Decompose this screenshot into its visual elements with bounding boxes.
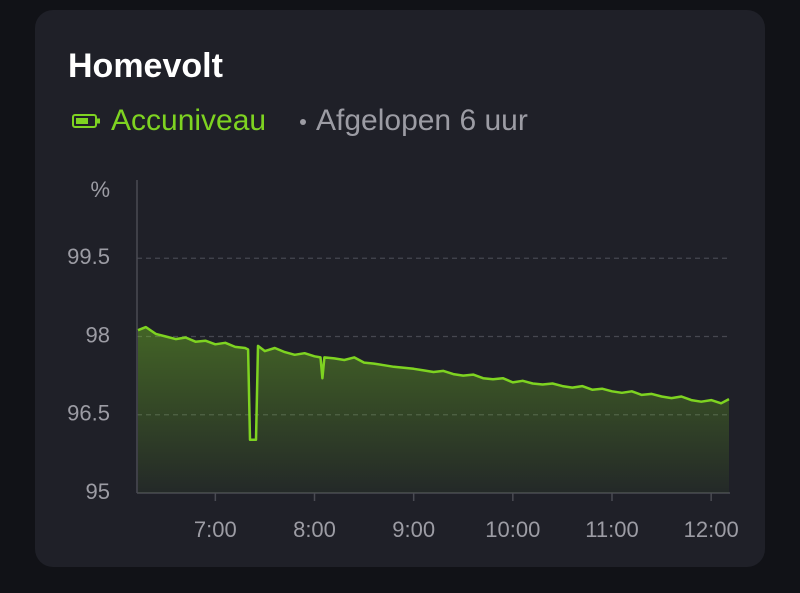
battery-icon (72, 114, 100, 128)
data-line (137, 325, 730, 442)
area-fill (138, 327, 729, 493)
y-tick-label: 98 (86, 322, 110, 347)
y-tick-label: 96.5 (67, 401, 110, 426)
entity-name[interactable]: Accuniveau (111, 104, 266, 137)
x-tick-label: 11:00 (585, 517, 638, 542)
x-tick-label: 9:00 (392, 517, 435, 542)
y-tick-label: 99.5 (67, 244, 110, 269)
separator-dot (300, 119, 306, 125)
x-tick-label: 12:00 (684, 517, 739, 542)
x-tick-label: 10:00 (485, 517, 540, 542)
x-tick-label: 8:00 (293, 517, 336, 542)
card-title: Homevolt (68, 47, 223, 85)
y-tick-label: 95 (86, 479, 110, 504)
y-axis-label: % (90, 177, 110, 202)
x-tick-label: 7:00 (194, 517, 237, 542)
chart-subtitle: Afgelopen 6 uur (316, 104, 528, 137)
